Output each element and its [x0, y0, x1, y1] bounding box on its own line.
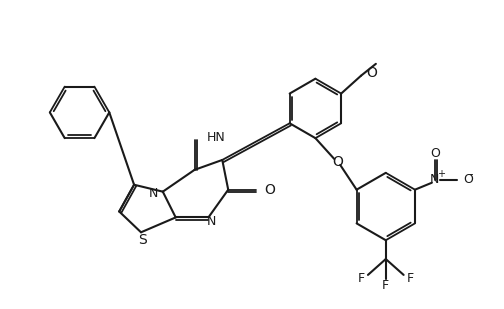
Text: N: N [430, 173, 439, 186]
Text: S: S [139, 233, 147, 247]
Text: F: F [382, 279, 390, 292]
Text: O: O [366, 66, 377, 80]
Text: O: O [464, 173, 473, 186]
Text: N: N [149, 187, 158, 200]
Text: O: O [264, 183, 275, 197]
Text: +: + [437, 169, 445, 179]
Text: F: F [357, 272, 364, 286]
Text: -: - [468, 168, 473, 181]
Text: F: F [407, 272, 414, 286]
Text: N: N [207, 215, 216, 228]
Text: O: O [332, 155, 343, 169]
Text: O: O [430, 146, 439, 159]
Text: HN: HN [207, 131, 225, 144]
